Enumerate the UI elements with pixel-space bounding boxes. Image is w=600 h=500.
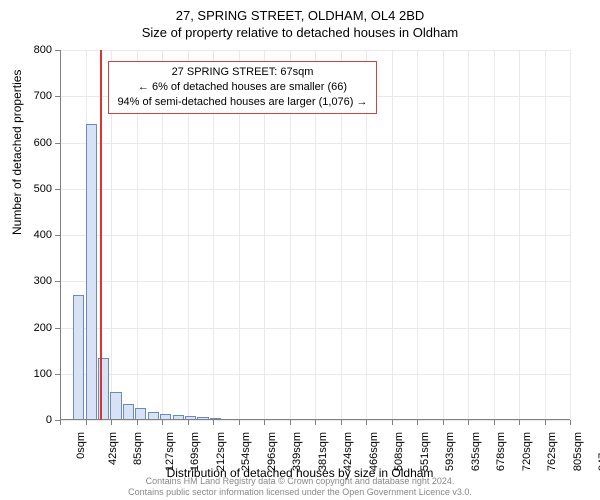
chart-title-block: 27, SPRING STREET, OLDHAM, OL4 2BD Size … bbox=[0, 0, 600, 40]
footer-line2: Contains public sector information licen… bbox=[0, 487, 600, 498]
plot-region: 01002003004005006007008000sqm42sqm85sqm1… bbox=[60, 50, 570, 420]
info-box-line: 94% of semi-detached houses are larger (… bbox=[117, 95, 367, 110]
y-tick-label: 200 bbox=[12, 322, 52, 334]
bar bbox=[110, 392, 121, 420]
gridline-v bbox=[417, 50, 418, 420]
y-axis-line bbox=[60, 50, 61, 420]
gridline-v bbox=[443, 50, 444, 420]
gridline-v bbox=[392, 50, 393, 420]
x-tick-mark bbox=[111, 420, 112, 425]
x-tick-mark bbox=[519, 420, 520, 425]
x-tick-mark bbox=[417, 420, 418, 425]
bar bbox=[73, 295, 84, 420]
y-tick-label: 0 bbox=[12, 414, 52, 426]
y-tick-label: 300 bbox=[12, 275, 52, 287]
x-tick-mark bbox=[341, 420, 342, 425]
x-tick-mark bbox=[86, 420, 87, 425]
x-tick-mark bbox=[290, 420, 291, 425]
gridline-v bbox=[519, 50, 520, 420]
bar bbox=[86, 124, 97, 420]
x-tick-mark bbox=[468, 420, 469, 425]
x-tick-mark bbox=[60, 420, 61, 425]
y-tick-label: 700 bbox=[12, 90, 52, 102]
x-tick-mark bbox=[213, 420, 214, 425]
title-subtitle: Size of property relative to detached ho… bbox=[0, 25, 600, 40]
footer-attribution: Contains HM Land Registry data © Crown c… bbox=[0, 476, 600, 498]
x-axis-line bbox=[60, 419, 570, 420]
gridline-v bbox=[494, 50, 495, 420]
x-tick-mark bbox=[239, 420, 240, 425]
x-tick-mark bbox=[545, 420, 546, 425]
chart-plot-area: 01002003004005006007008000sqm42sqm85sqm1… bbox=[60, 50, 570, 420]
x-tick-mark bbox=[188, 420, 189, 425]
info-box-line: 27 SPRING STREET: 67sqm bbox=[117, 65, 367, 80]
gridline-v bbox=[570, 50, 571, 420]
property-marker-line bbox=[100, 50, 102, 420]
footer-line1: Contains HM Land Registry data © Crown c… bbox=[0, 476, 600, 487]
x-tick-mark bbox=[162, 420, 163, 425]
x-tick-mark bbox=[443, 420, 444, 425]
y-tick-label: 100 bbox=[12, 368, 52, 380]
x-tick-mark bbox=[392, 420, 393, 425]
title-address: 27, SPRING STREET, OLDHAM, OL4 2BD bbox=[0, 8, 600, 23]
y-tick-label: 600 bbox=[12, 137, 52, 149]
bar bbox=[123, 404, 134, 420]
gridline-v bbox=[545, 50, 546, 420]
x-tick-label: 85sqm bbox=[132, 432, 144, 465]
x-tick-mark bbox=[570, 420, 571, 425]
x-tick-label: 0sqm bbox=[75, 432, 87, 459]
x-tick-mark bbox=[137, 420, 138, 425]
gridline-v bbox=[468, 50, 469, 420]
property-info-box: 27 SPRING STREET: 67sqm← 6% of detached … bbox=[108, 61, 376, 114]
y-tick-label: 800 bbox=[12, 44, 52, 56]
y-tick-label: 500 bbox=[12, 183, 52, 195]
x-tick-mark bbox=[366, 420, 367, 425]
y-tick-label: 400 bbox=[12, 229, 52, 241]
info-box-line: ← 6% of detached houses are smaller (66) bbox=[117, 80, 367, 95]
x-tick-mark bbox=[315, 420, 316, 425]
x-tick-mark bbox=[264, 420, 265, 425]
x-tick-label: 42sqm bbox=[107, 432, 119, 465]
x-tick-mark bbox=[494, 420, 495, 425]
